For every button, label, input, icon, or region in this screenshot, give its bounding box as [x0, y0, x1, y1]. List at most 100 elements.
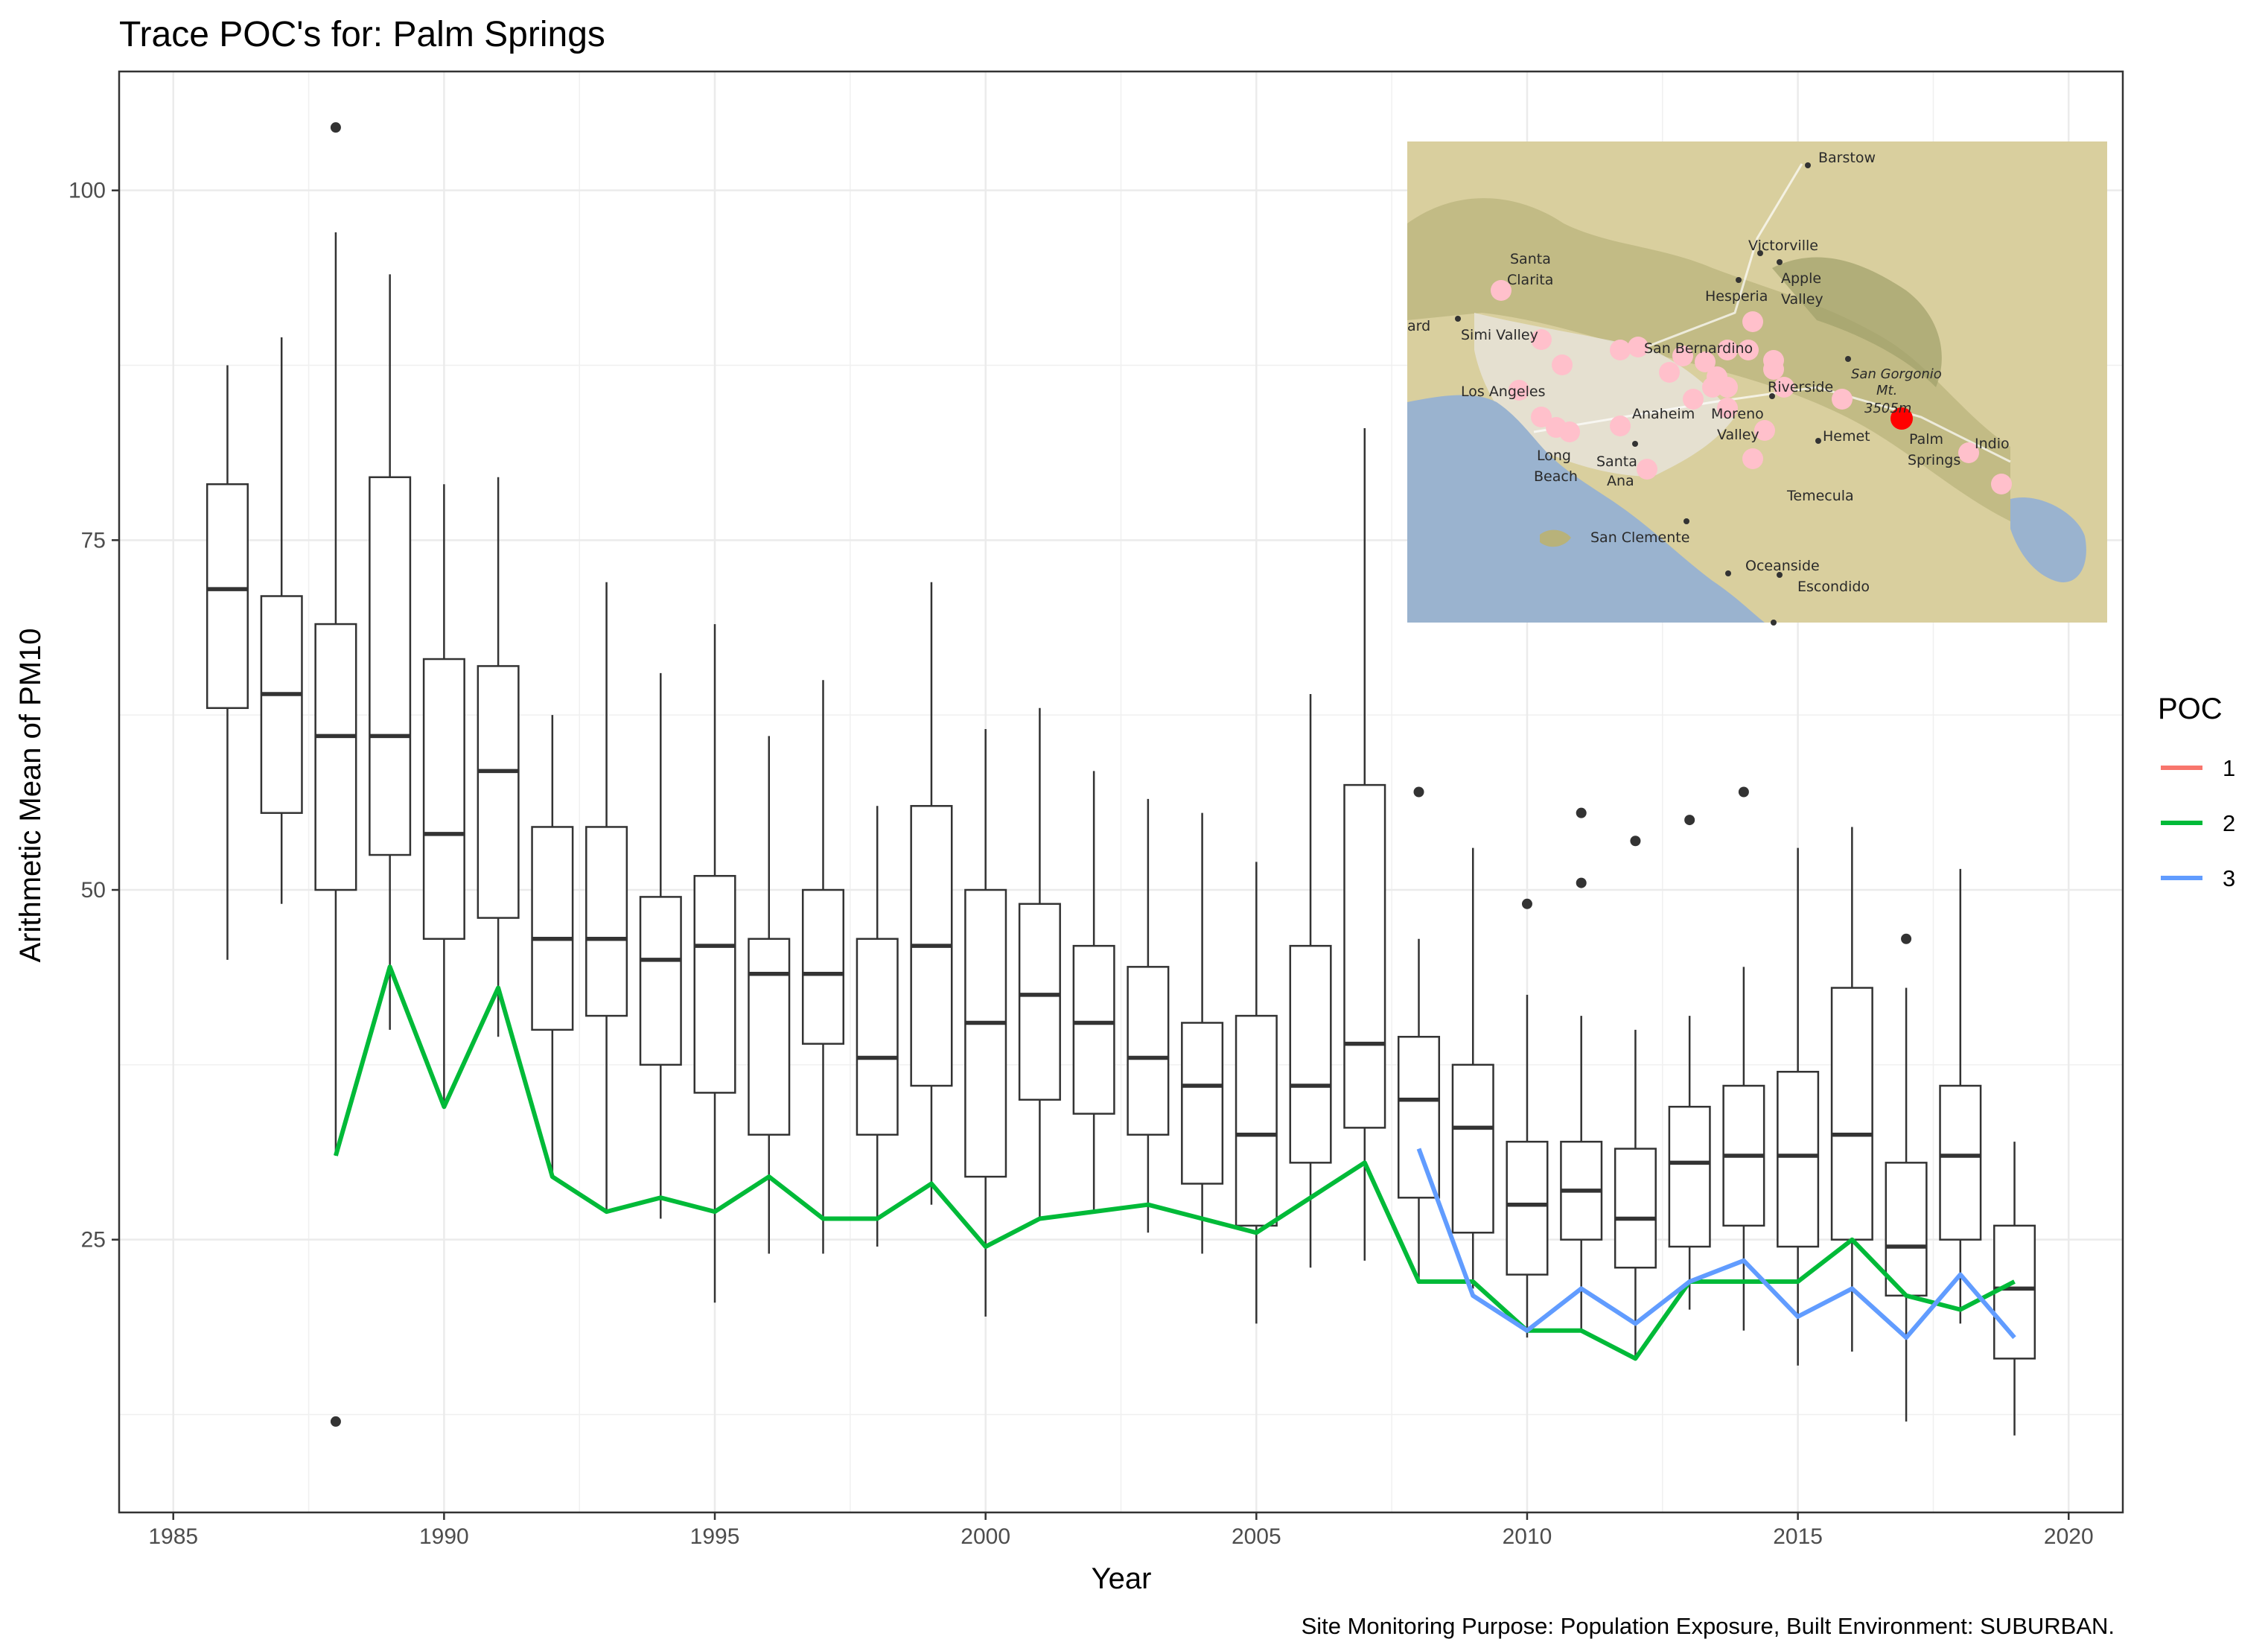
x-tick-label: 1990: [419, 1524, 469, 1549]
boxplots: [206, 122, 2036, 1436]
map-site-marker: [1717, 340, 1738, 360]
map-place-label: Simi Valley: [1461, 327, 1538, 343]
map-site-marker: [1509, 380, 1529, 401]
legend-label: 2: [2223, 810, 2235, 836]
map-place-label: Hemet: [1823, 428, 1870, 445]
box: [1451, 1063, 1494, 1234]
legend-label: 3: [2223, 865, 2235, 891]
map-road: [1533, 386, 2011, 463]
map-island: [1540, 529, 1571, 547]
map-site-marker: [1754, 420, 1775, 441]
map-place-label: Long: [1537, 448, 1571, 464]
poc-line-2: [334, 964, 2016, 1361]
map-place-label: Ana: [1607, 473, 1634, 489]
map-sites: [1491, 280, 2012, 494]
boxplot: [964, 728, 1007, 1317]
boxplot: [1939, 868, 1982, 1324]
box: [314, 623, 357, 891]
outlier-point: [1901, 933, 1912, 944]
box: [1235, 1014, 1278, 1227]
box: [639, 896, 682, 1066]
box: [1343, 783, 1386, 1129]
boxplot: [206, 365, 249, 960]
map-place-label: San Bernardino: [1644, 340, 1753, 357]
x-tick-label: 2020: [2044, 1524, 2094, 1549]
map-site-marker: [1991, 474, 2012, 494]
boxplot: [748, 736, 791, 1254]
x-tick-label: 2000: [961, 1524, 1010, 1549]
box: [585, 826, 628, 1017]
boxplot: [1451, 847, 1494, 1289]
map-place-label: San Clemente: [1590, 529, 1689, 546]
map-place-label: Springs: [1908, 452, 1960, 468]
map-ridge: [1772, 257, 1942, 387]
map-place-label: Indio: [1975, 436, 2010, 452]
map-town-dot: [1777, 259, 1783, 265]
map-place-label: Santa: [1510, 251, 1551, 267]
outlier-point: [1630, 836, 1641, 847]
boxplot: [1289, 693, 1332, 1268]
box: [422, 658, 465, 941]
map-place-label: Riverside: [1768, 379, 1833, 395]
boxplot: [910, 582, 953, 1205]
map-site-marker: [1717, 377, 1738, 398]
boxplot: [1072, 771, 1115, 1212]
map-place-label: Escondido: [1797, 579, 1870, 595]
boxplot: [1127, 798, 1170, 1233]
inset-map: Barstow Victorville Apple Valley Hesperia San…: [1407, 141, 2107, 626]
boxplot: [1777, 847, 1820, 1366]
x-tick-label: 2005: [1232, 1524, 1281, 1549]
map-site-marker: [1738, 340, 1759, 360]
boxplot: [639, 672, 682, 1219]
map-site-marker: [1628, 337, 1649, 357]
map-place-label: Los Angeles: [1461, 384, 1545, 400]
map-place-label: Beach: [1534, 468, 1578, 485]
map-place-label: Palm: [1909, 431, 1943, 448]
map-site-marker: [1637, 459, 1657, 480]
map-site-marker: [1683, 389, 1704, 410]
box: [1397, 1036, 1441, 1199]
box: [1993, 1224, 2036, 1360]
outlier-point: [1521, 898, 1532, 909]
map-town-dot: [1684, 518, 1689, 524]
map-site-marker: [1832, 389, 1853, 410]
y-axis: 25 50 75 100: [69, 179, 119, 1253]
box: [1289, 944, 1332, 1164]
map-place-label: Valley: [1781, 291, 1823, 308]
outlier-point: [1413, 786, 1424, 798]
map-place-label: Victorville: [1748, 238, 1818, 254]
boxplot: [1668, 815, 1711, 1310]
boxplot: [1722, 786, 1765, 1331]
outlier-point: [330, 122, 341, 133]
box: [693, 874, 736, 1094]
box: [1181, 1022, 1224, 1185]
y-axis-title: Arithmetic Mean of PM10: [14, 628, 47, 962]
map-town-dot: [1725, 570, 1731, 576]
box: [964, 888, 1007, 1178]
x-axis: 1985 1990 1995 2000 2005 2010 2015 2020: [148, 1512, 2094, 1549]
map-place-label: ard: [1407, 318, 1430, 334]
boxplot: [531, 715, 574, 1177]
box: [1668, 1105, 1711, 1248]
boxplot: [422, 484, 465, 1107]
map-town-dot: [1632, 441, 1638, 447]
map-place-label: Mt.: [1876, 383, 1897, 398]
x-tick-label: 2010: [1503, 1524, 1552, 1549]
map-town-dot: [1815, 438, 1821, 444]
map-town-dot: [1757, 250, 1763, 256]
x-tick-label: 1995: [690, 1524, 740, 1549]
map-place-label: Barstow: [1818, 150, 1876, 166]
boxplot: [369, 274, 412, 1030]
box: [801, 888, 845, 1045]
map-site-marker: [1717, 398, 1738, 419]
plot-panel: Barstow Victorville Apple Valley Hesperia San…: [118, 70, 2124, 1514]
map-site-marker: [1958, 442, 1979, 463]
map-site-marker: [1552, 354, 1573, 375]
map-place-label: 3505m: [1864, 401, 1911, 416]
map-town-dot: [1845, 356, 1851, 362]
map-road: [1637, 163, 1803, 351]
box: [1614, 1148, 1657, 1269]
legend-label: 1: [2223, 755, 2235, 781]
box: [477, 665, 520, 919]
